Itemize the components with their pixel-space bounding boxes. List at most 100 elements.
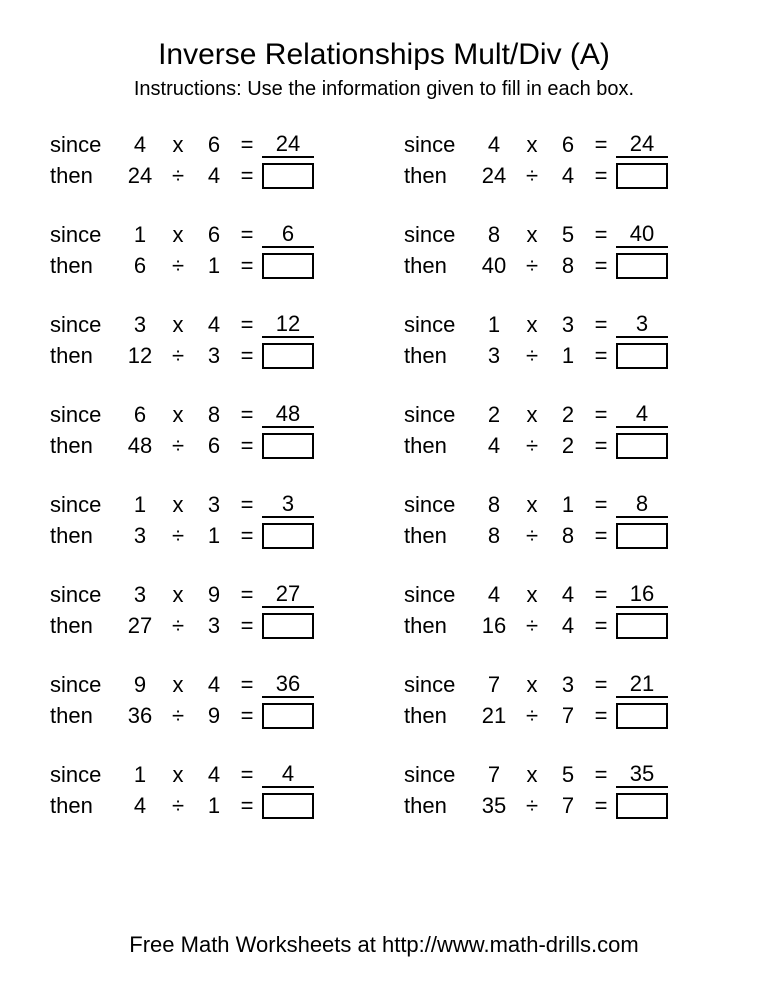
dividend: 27 [120,613,160,639]
times-symbol: x [514,222,550,248]
then-row: then4÷2= [404,432,718,460]
factor-a: 7 [474,672,514,698]
times-symbol: x [160,312,196,338]
equals-symbol: = [586,163,616,189]
factor-a: 6 [120,402,160,428]
factor-b: 4 [196,312,232,338]
answer-box[interactable] [616,523,668,549]
product-value: 24 [262,132,314,158]
answer-box[interactable] [616,793,668,819]
times-symbol: x [160,672,196,698]
since-label: since [50,582,120,608]
then-row: then24÷4= [404,162,718,190]
factor-b: 5 [550,222,586,248]
since-label: since [50,672,120,698]
times-symbol: x [160,132,196,158]
answer-box[interactable] [262,163,314,189]
times-symbol: x [514,762,550,788]
divisor: 9 [196,703,232,729]
product-value: 16 [616,582,668,608]
then-label: then [404,703,474,729]
problem: since8x1=8then8÷8= [404,491,718,550]
then-row: then4÷1= [50,792,364,820]
problem: since3x4=12then12÷3= [50,311,364,370]
since-label: since [404,582,474,608]
divisor: 4 [550,163,586,189]
then-row: then3÷1= [404,342,718,370]
factor-a: 1 [120,222,160,248]
since-label: since [404,492,474,518]
answer-box[interactable] [262,793,314,819]
divide-symbol: ÷ [160,793,196,819]
factor-b: 3 [196,492,232,518]
instructions-text: Instructions: Use the information given … [50,78,718,101]
dividend: 4 [474,433,514,459]
since-row: since1x3=3 [50,491,364,519]
equals-symbol: = [232,402,262,428]
divide-symbol: ÷ [514,793,550,819]
then-label: then [50,523,120,549]
product-value: 24 [616,132,668,158]
times-symbol: x [514,402,550,428]
dividend: 24 [474,163,514,189]
then-row: then36÷9= [50,702,364,730]
equals-symbol: = [586,222,616,248]
dividend: 40 [474,253,514,279]
dividend: 3 [474,343,514,369]
answer-box[interactable] [616,613,668,639]
then-label: then [50,343,120,369]
factor-a: 4 [474,132,514,158]
times-symbol: x [160,492,196,518]
product-value: 6 [262,222,314,248]
since-row: since1x6=6 [50,221,364,249]
since-row: since2x2=4 [404,401,718,429]
factor-b: 4 [196,762,232,788]
then-label: then [50,793,120,819]
divisor: 1 [196,523,232,549]
then-label: then [404,613,474,639]
factor-b: 6 [196,222,232,248]
divide-symbol: ÷ [160,613,196,639]
equals-symbol: = [232,433,262,459]
times-symbol: x [514,672,550,698]
equals-symbol: = [586,312,616,338]
dividend: 24 [120,163,160,189]
divide-symbol: ÷ [514,613,550,639]
divisor: 2 [550,433,586,459]
since-label: since [404,762,474,788]
product-value: 40 [616,222,668,248]
equals-symbol: = [232,222,262,248]
problem: since7x5=35then35÷7= [404,761,718,820]
then-label: then [50,703,120,729]
answer-box[interactable] [616,253,668,279]
then-row: then16÷4= [404,612,718,640]
divisor: 1 [196,253,232,279]
answer-box[interactable] [262,433,314,459]
equals-symbol: = [586,343,616,369]
then-row: then35÷7= [404,792,718,820]
since-row: since1x4=4 [50,761,364,789]
answer-box[interactable] [262,523,314,549]
divide-symbol: ÷ [514,523,550,549]
then-row: then48÷6= [50,432,364,460]
problem: since4x6=24then24÷4= [50,131,364,190]
factor-a: 1 [474,312,514,338]
factor-b: 3 [550,672,586,698]
factor-a: 3 [120,312,160,338]
times-symbol: x [160,402,196,428]
equals-symbol: = [232,132,262,158]
answer-box[interactable] [616,343,668,369]
dividend: 48 [120,433,160,459]
equals-symbol: = [232,312,262,338]
answer-box[interactable] [616,163,668,189]
answer-box[interactable] [262,613,314,639]
since-label: since [50,762,120,788]
factor-b: 5 [550,762,586,788]
answer-box[interactable] [616,703,668,729]
answer-box[interactable] [262,253,314,279]
answer-box[interactable] [262,703,314,729]
answer-box[interactable] [262,343,314,369]
factor-a: 4 [474,582,514,608]
product-value: 27 [262,582,314,608]
answer-box[interactable] [616,433,668,459]
